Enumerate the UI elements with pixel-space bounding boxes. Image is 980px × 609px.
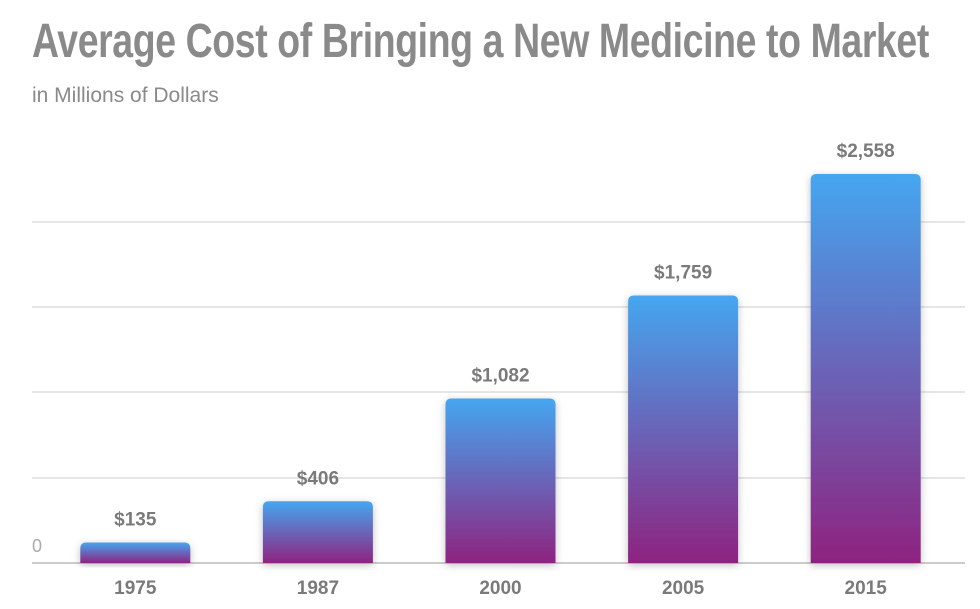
x-tick-label: 1987: [297, 578, 339, 599]
bar-1987: [262, 501, 373, 563]
bar-2000: [445, 398, 556, 563]
bar-2015: [810, 174, 921, 563]
chart-title: Average Cost of Bringing a New Medicine …: [32, 15, 929, 68]
bar-1975: [80, 542, 191, 563]
data-label: $1,759: [654, 263, 712, 284]
data-label: $1,082: [471, 365, 529, 386]
y-tick-label: 0: [32, 536, 42, 556]
chart-subtitle: in Millions of Dollars: [32, 84, 219, 107]
x-tick-label: 2000: [479, 578, 521, 599]
data-label: $135: [114, 509, 157, 530]
x-tick-label: 2015: [845, 578, 888, 599]
x-tick-label: 2005: [662, 578, 705, 599]
data-label: $406: [297, 468, 339, 489]
data-label: $2,558: [837, 141, 895, 162]
bar-2005: [628, 295, 739, 563]
x-tick-label: 1975: [114, 578, 157, 599]
